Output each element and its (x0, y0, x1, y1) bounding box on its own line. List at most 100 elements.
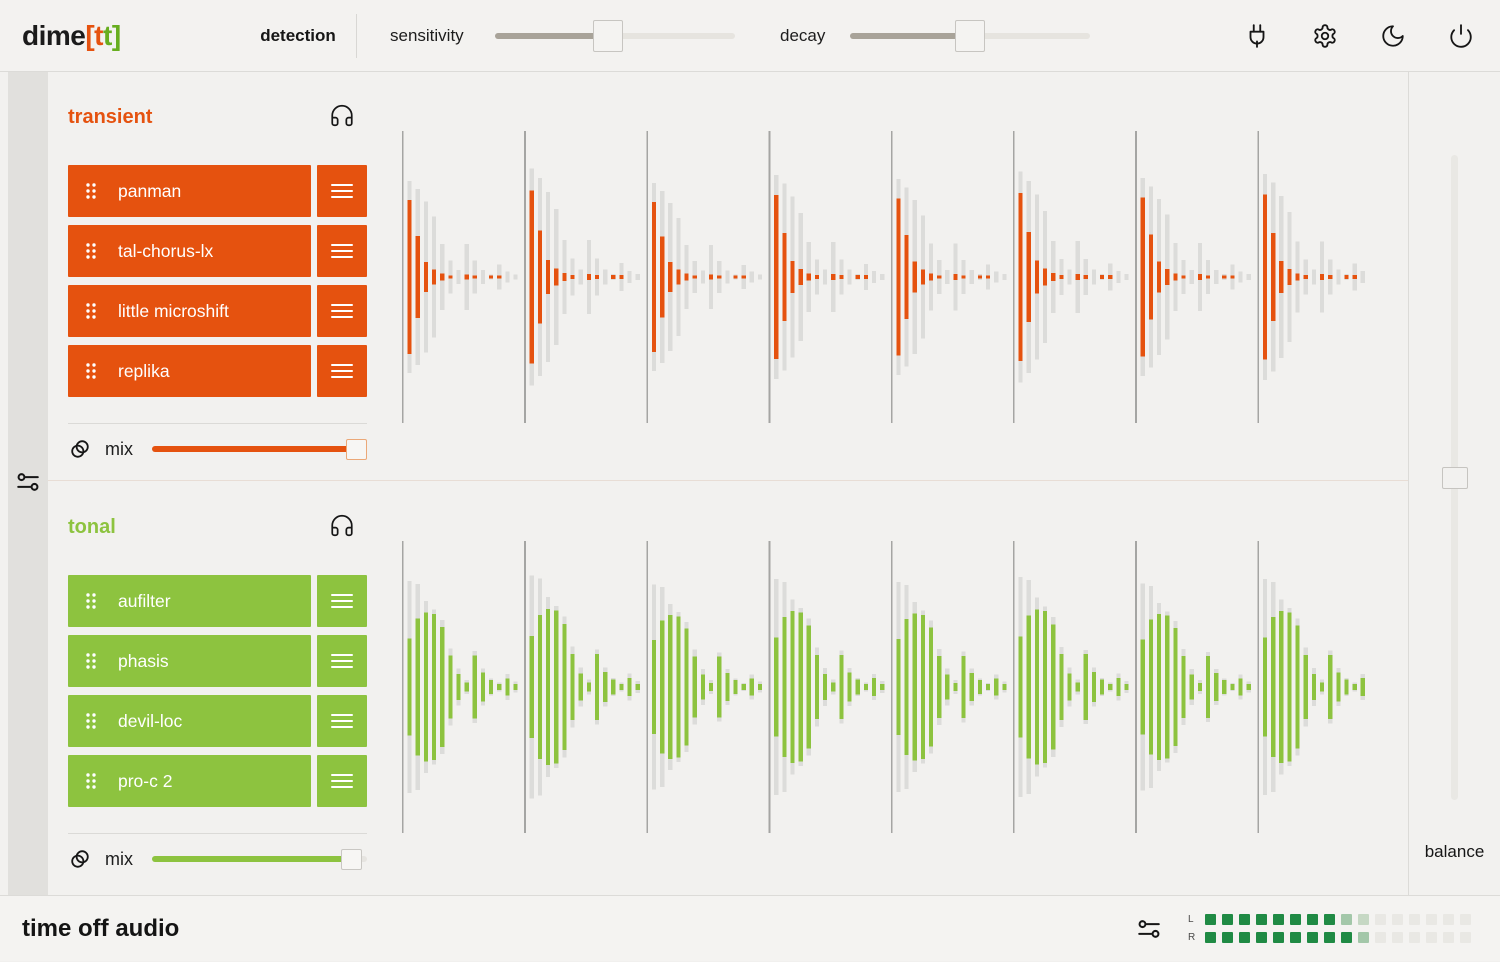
tonal-mix-row: mix (68, 844, 367, 874)
power-icon[interactable] (1448, 23, 1474, 49)
plugin-button[interactable]: tal-chorus-lx (68, 225, 311, 277)
meter-block (1375, 914, 1387, 925)
plugin-menu-button[interactable] (317, 755, 367, 807)
meter-right-label: R (1188, 932, 1196, 943)
drag-handle-icon[interactable] (85, 182, 97, 200)
tonal-mix-slider[interactable] (152, 848, 367, 870)
plugin-menu-button[interactable] (317, 695, 367, 747)
drag-handle-icon[interactable] (85, 242, 97, 260)
menu-icon (331, 654, 353, 668)
output-level-meter: L R (1188, 914, 1472, 943)
main-area: transient panman (0, 72, 1500, 895)
blend-mix-icon[interactable] (68, 847, 92, 871)
meter-left-label: L (1188, 914, 1194, 925)
plugin-menu-button[interactable] (317, 635, 367, 687)
mix-label: mix (105, 848, 133, 869)
tonal-solo-headphones-icon[interactable] (329, 512, 355, 538)
meter-row-left (1205, 914, 1472, 925)
transient-mix-row: mix (68, 434, 367, 464)
plugin-button[interactable]: aufilter (68, 575, 311, 627)
meter-block (1307, 914, 1319, 925)
brand-name: time off audio (22, 915, 180, 942)
plugin-button[interactable]: little microshift (68, 285, 311, 337)
plugin-menu-button[interactable] (317, 225, 367, 277)
plugin-name: little microshift (118, 300, 229, 321)
controls-separator (68, 833, 367, 834)
drag-handle-icon[interactable] (85, 772, 97, 790)
blend-mix-icon[interactable] (68, 437, 92, 461)
plugin-name: replika (118, 360, 170, 381)
mix-label: mix (105, 438, 133, 459)
plugin-button[interactable]: replika (68, 345, 311, 397)
drag-handle-icon[interactable] (85, 302, 97, 320)
meter-rows (1205, 914, 1472, 943)
plugin-name: aufilter (118, 590, 171, 611)
plugin-menu-button[interactable] (317, 575, 367, 627)
meter-block (1443, 914, 1455, 925)
meter-block (1341, 932, 1353, 943)
meter-block (1409, 914, 1421, 925)
meter-channel-labels: L R (1188, 914, 1195, 943)
meter-block (1443, 932, 1455, 943)
decay-fill (850, 33, 970, 39)
meter-block (1205, 932, 1217, 943)
settings-gear-icon[interactable] (1312, 23, 1338, 49)
decay-thumb[interactable] (955, 20, 985, 52)
transient-solo-headphones-icon[interactable] (329, 102, 355, 128)
mix-thumb[interactable] (341, 848, 363, 870)
drag-handle-icon[interactable] (85, 712, 97, 730)
left-side-strip (8, 72, 48, 895)
menu-icon (331, 364, 353, 378)
plugin-button[interactable]: pro-c 2 (68, 755, 311, 807)
drag-handle-icon[interactable] (85, 592, 97, 610)
plugin-slot-replika: replika (68, 345, 367, 397)
meter-block (1290, 914, 1302, 925)
transient-waveform (402, 131, 1365, 423)
plugin-name: tal-chorus-lx (118, 240, 214, 261)
menu-icon (331, 594, 353, 608)
plugin-slot-aufilter: aufilter (68, 575, 367, 627)
plugin-slot-little-microshift: little microshift (68, 285, 367, 337)
plugin-button[interactable]: devil-loc (68, 695, 311, 747)
sensitivity-fill (495, 33, 608, 39)
menu-icon (331, 184, 353, 198)
plugin-slot-pro-c-2: pro-c 2 (68, 755, 367, 807)
transient-mix-slider[interactable] (152, 438, 367, 460)
menu-icon (331, 244, 353, 258)
plugin-button[interactable]: panman (68, 165, 311, 217)
decay-slider[interactable] (850, 20, 1090, 52)
menu-icon (331, 714, 353, 728)
plugin-name: phasis (118, 650, 169, 671)
plugin-menu-button[interactable] (317, 285, 367, 337)
balance-thumb[interactable] (1442, 466, 1468, 489)
plugin-menu-button[interactable] (317, 345, 367, 397)
sensitivity-thumb[interactable] (592, 20, 623, 52)
detection-label: detection (260, 26, 336, 45)
plugin-slot-tal-chorus-lx: tal-chorus-lx (68, 225, 367, 277)
plugin-button[interactable]: phasis (68, 635, 311, 687)
meter-block (1358, 914, 1370, 925)
transient-title: transient (68, 106, 153, 128)
plugin-menu-button[interactable] (317, 165, 367, 217)
meter-block (1375, 932, 1387, 943)
sensitivity-slider[interactable] (495, 20, 735, 52)
mix-thumb[interactable] (346, 438, 367, 460)
routing-sliders-icon[interactable] (15, 469, 41, 495)
dark-mode-moon-icon[interactable] (1380, 23, 1406, 49)
mix-fill (152, 855, 352, 862)
plug-icon[interactable] (1244, 23, 1270, 49)
tonal-waveform (402, 541, 1365, 833)
transient-controls: transient panman (68, 72, 367, 480)
meter-block (1460, 914, 1472, 925)
meter-block (1222, 932, 1234, 943)
topbar-divider (356, 14, 357, 58)
output-sliders-icon[interactable] (1136, 916, 1162, 942)
meter-block (1392, 932, 1404, 943)
meter-block (1239, 932, 1251, 943)
meter-block (1307, 932, 1319, 943)
drag-handle-icon[interactable] (85, 652, 97, 670)
logo-bracket-green: t] (103, 20, 121, 51)
drag-handle-icon[interactable] (85, 362, 97, 380)
meter-block (1460, 932, 1472, 943)
